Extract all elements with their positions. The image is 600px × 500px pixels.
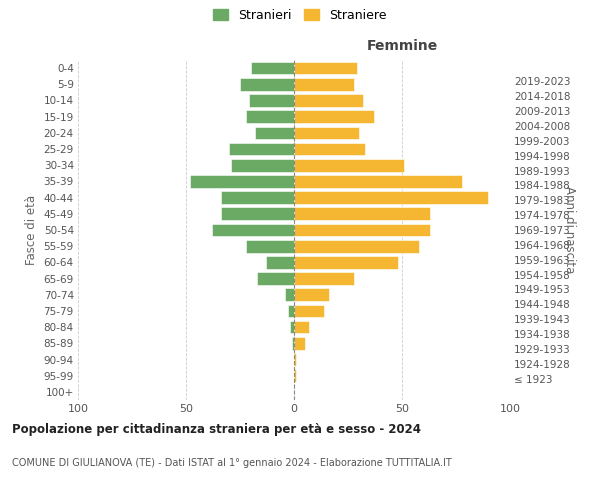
Text: Popolazione per cittadinanza straniera per età e sesso - 2024: Popolazione per cittadinanza straniera p… xyxy=(12,422,421,436)
Y-axis label: Fasce di età: Fasce di età xyxy=(25,195,38,265)
Bar xyxy=(255,126,294,139)
Y-axis label: Anni di nascita: Anni di nascita xyxy=(563,186,577,274)
Bar xyxy=(232,159,294,172)
Bar xyxy=(221,208,294,220)
Bar xyxy=(247,110,294,123)
Bar xyxy=(294,240,419,252)
Bar xyxy=(292,337,294,349)
Bar xyxy=(212,224,294,236)
Bar xyxy=(251,62,294,74)
Bar xyxy=(294,337,305,349)
Bar xyxy=(294,142,365,156)
Bar xyxy=(294,175,463,188)
Bar xyxy=(294,110,374,123)
Text: COMUNE DI GIULIANOVA (TE) - Dati ISTAT al 1° gennaio 2024 - Elaborazione TUTTITA: COMUNE DI GIULIANOVA (TE) - Dati ISTAT a… xyxy=(12,458,452,468)
Bar xyxy=(257,272,294,285)
Bar xyxy=(294,62,356,74)
Bar xyxy=(248,94,294,107)
Text: Femmine: Femmine xyxy=(367,39,437,53)
Bar xyxy=(266,256,294,268)
Bar xyxy=(221,192,294,204)
Bar xyxy=(294,353,296,366)
Bar xyxy=(294,256,398,268)
Bar xyxy=(229,142,294,156)
Bar xyxy=(294,159,404,172)
Bar xyxy=(294,224,430,236)
Bar xyxy=(294,126,359,139)
Bar xyxy=(294,288,329,301)
Legend: Stranieri, Straniere: Stranieri, Straniere xyxy=(213,8,387,22)
Bar xyxy=(294,321,309,334)
Bar xyxy=(294,192,488,204)
Bar xyxy=(294,272,355,285)
Bar xyxy=(286,288,294,301)
Bar xyxy=(294,304,324,318)
Bar xyxy=(290,321,294,334)
Bar xyxy=(294,78,355,90)
Bar xyxy=(247,240,294,252)
Bar xyxy=(294,370,296,382)
Bar xyxy=(240,78,294,90)
Bar xyxy=(294,94,363,107)
Bar xyxy=(294,208,430,220)
Bar xyxy=(190,175,294,188)
Bar xyxy=(287,304,294,318)
